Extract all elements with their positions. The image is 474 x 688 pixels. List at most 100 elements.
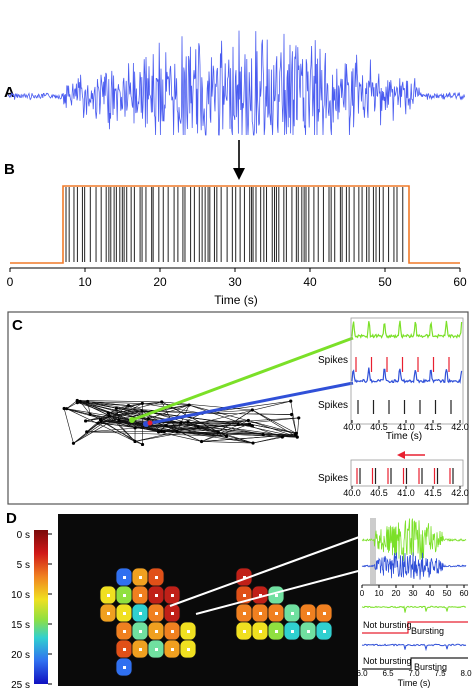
x-tick-label: 10 (78, 275, 92, 289)
inset-x-tick-label: 50 (443, 589, 452, 598)
x-tick-label: 20 (153, 275, 167, 289)
network-node (107, 414, 111, 418)
network-edge (252, 409, 297, 434)
panel-d-insets: 0 10 20 30 40 50 60 Not bursting Bursting Not … (356, 514, 472, 688)
network-node (65, 407, 69, 411)
electrode-dot (123, 594, 126, 597)
network-edge (63, 408, 74, 444)
network-node (199, 439, 204, 444)
network-edge (86, 425, 167, 433)
network-node (126, 403, 131, 408)
network-edge (66, 400, 78, 409)
network-edge (77, 400, 162, 403)
burst-step-red (362, 621, 468, 634)
electrode-dot (323, 612, 326, 615)
network-node (246, 418, 250, 423)
inset-x-tick-label: 60 (460, 589, 469, 598)
colorbar-tick-label: 25 s (11, 680, 30, 688)
time-axis-label-1: Time (s) (386, 431, 422, 442)
electrode-dot (187, 648, 190, 651)
electrode-dot (107, 594, 110, 597)
network-edge (296, 417, 300, 438)
network-node (86, 399, 90, 404)
burst-envelope (10, 185, 460, 264)
network-edge (64, 408, 136, 429)
electrode-map (99, 567, 333, 677)
network-node (179, 421, 183, 425)
time-tick-label: 42.0 (451, 488, 469, 498)
network-node (85, 430, 89, 434)
time-axis-ticks-1: 40.0 40.5 41.0 41.5 42.0 (343, 420, 469, 432)
time-tick-label: 7.5 (434, 669, 446, 678)
electrode-dot (155, 576, 158, 579)
electrode-dot (155, 612, 158, 615)
network-node (295, 435, 299, 439)
panel-label-c: C (12, 317, 23, 334)
network-node (247, 422, 252, 426)
network-node (140, 442, 145, 447)
inset-x-tick-label: 0 (360, 589, 365, 598)
network-node (236, 422, 240, 426)
electrode-dot (123, 666, 126, 669)
electrode-dot (187, 630, 190, 633)
time-tick-label: 6.5 (382, 669, 394, 678)
network-node (140, 401, 144, 406)
electrode-dot (259, 630, 262, 633)
colorbar-gradient (34, 530, 48, 684)
network-node (290, 412, 294, 417)
network-edge (108, 412, 136, 442)
spikes-label-1: Spikes (318, 355, 348, 366)
spikes-label-2: Spikes (318, 400, 348, 411)
network-edge (134, 420, 249, 442)
x-axis-ticks: 0 10 20 30 40 50 60 (7, 268, 467, 289)
x-tick-label: 50 (378, 275, 392, 289)
inset-box-2 (358, 600, 470, 686)
network-edge (180, 420, 249, 423)
network-edge (73, 405, 129, 444)
network-node (187, 403, 191, 407)
panel-c-traces: Spikes Spikes 40.0 40.5 41.0 41.5 42.0 Time … (318, 317, 469, 498)
network-node (140, 409, 144, 413)
colorbar: 0 s 5 s 10 s 15 s 20 s 25 s (11, 530, 52, 688)
time-tick-label: 7.0 (408, 669, 420, 678)
electrode-dot (155, 648, 158, 651)
network-node (71, 441, 76, 445)
network-node (106, 411, 110, 415)
electrode-dot (291, 630, 294, 633)
network-edge (188, 421, 298, 438)
electrode-dot (307, 612, 310, 615)
electrode-dot (171, 594, 174, 597)
network-node (133, 439, 137, 444)
panel-c-frame (7, 311, 469, 505)
electrode-dot (155, 594, 158, 597)
inset-green-trace (361, 518, 467, 562)
colorbar-tick-label: 15 s (11, 620, 30, 631)
not-bursting-label-2: Not bursting (363, 656, 412, 666)
network-edge (66, 408, 136, 442)
blue-node (143, 421, 149, 427)
network-edge (290, 401, 297, 434)
time-tick-label: 40.5 (370, 488, 388, 498)
network-edge (85, 410, 143, 422)
green-node (129, 417, 135, 423)
network-node (160, 400, 164, 404)
electrode-dot (275, 630, 278, 633)
time-tick-label: 41.5 (424, 488, 442, 498)
x-tick-label: 60 (453, 275, 467, 289)
black-spike-train (357, 400, 452, 414)
network-node (98, 417, 103, 422)
panel-label-a: A (4, 84, 15, 101)
network-node (84, 419, 88, 423)
electrode-dot (275, 612, 278, 615)
electrode-dot (139, 648, 142, 651)
network-edge (66, 402, 78, 409)
electrode-dot (171, 648, 174, 651)
blue-voltage-trace (351, 367, 463, 384)
network-edge (164, 400, 291, 432)
network-edge (87, 401, 143, 412)
colorbar-tick-label: 10 s (11, 590, 30, 601)
network-graph (62, 398, 301, 447)
network-node (78, 399, 82, 404)
electrode-dot (323, 630, 326, 633)
inset-x-tick-label: 20 (392, 589, 401, 598)
